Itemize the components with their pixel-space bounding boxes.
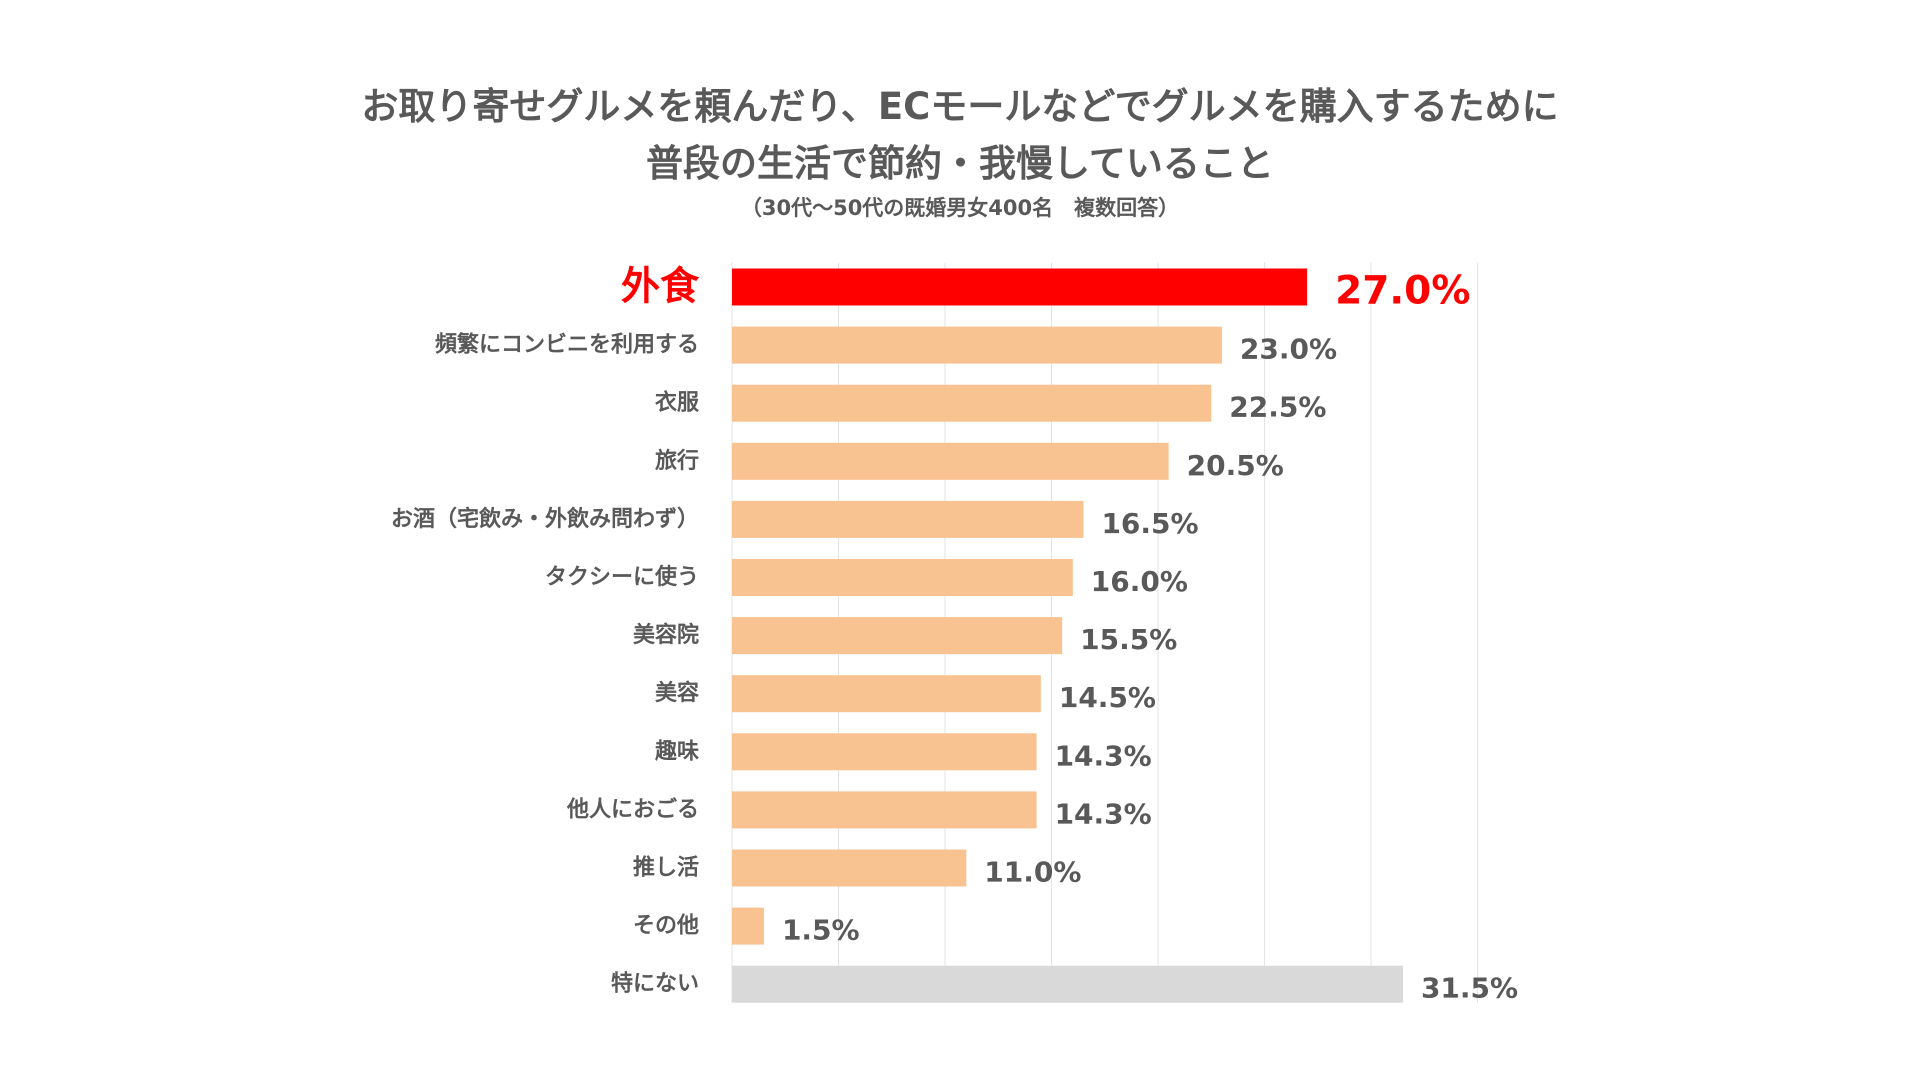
value-label: 22.5%	[1229, 391, 1326, 424]
bar	[732, 617, 1063, 655]
bar	[732, 907, 764, 945]
bar	[732, 500, 1084, 538]
value-label: 15.5%	[1080, 623, 1177, 656]
value-label: 11.0%	[984, 856, 1081, 889]
value-label: 31.5%	[1421, 972, 1518, 1005]
category-label: 美容院	[633, 622, 699, 648]
bar	[732, 849, 967, 887]
category-label: お酒（宅飲み・外飲み問わず）	[391, 506, 699, 532]
category-label: 特にない	[611, 971, 699, 997]
bar	[732, 268, 1308, 306]
value-label: 23.0%	[1240, 333, 1337, 366]
value-label: 14.5%	[1059, 681, 1156, 714]
category-label: 旅行	[655, 448, 699, 474]
category-label: タクシーに使う	[545, 565, 699, 590]
bar	[732, 326, 1222, 364]
value-label: 14.3%	[1055, 739, 1152, 772]
value-label: 27.0%	[1335, 269, 1470, 314]
chart-subtitle: （30代〜50代の既婚男女400名 複数回答）	[740, 196, 1180, 220]
value-label: 16.0%	[1091, 565, 1188, 598]
category-label: 衣服	[655, 390, 700, 416]
category-label: 外食	[621, 265, 700, 310]
category-label: 他人におごる	[566, 796, 699, 822]
value-label: 16.5%	[1101, 507, 1198, 540]
bar	[732, 442, 1169, 480]
chart-title-line-2: 普段の生活で節約・我慢していること	[646, 142, 1274, 185]
bar	[732, 791, 1037, 829]
bar	[732, 733, 1037, 771]
bar	[732, 384, 1212, 422]
value-label: 14.3%	[1055, 797, 1152, 830]
category-label: 頻繁にコンビニを利用する	[435, 332, 699, 358]
bar	[732, 965, 1403, 1003]
category-label: 美容	[655, 680, 699, 706]
category-label: 推し活	[633, 856, 699, 881]
category-label: その他	[633, 914, 699, 939]
bar	[732, 559, 1073, 596]
value-label: 1.5%	[782, 914, 860, 947]
value-label: 20.5%	[1187, 449, 1284, 482]
bar	[732, 675, 1041, 713]
category-label: 趣味	[654, 738, 699, 764]
chart-title-line-1: お取り寄せグルメを頼んだり、ECモールなどでグルメを購入するために	[361, 85, 1559, 128]
